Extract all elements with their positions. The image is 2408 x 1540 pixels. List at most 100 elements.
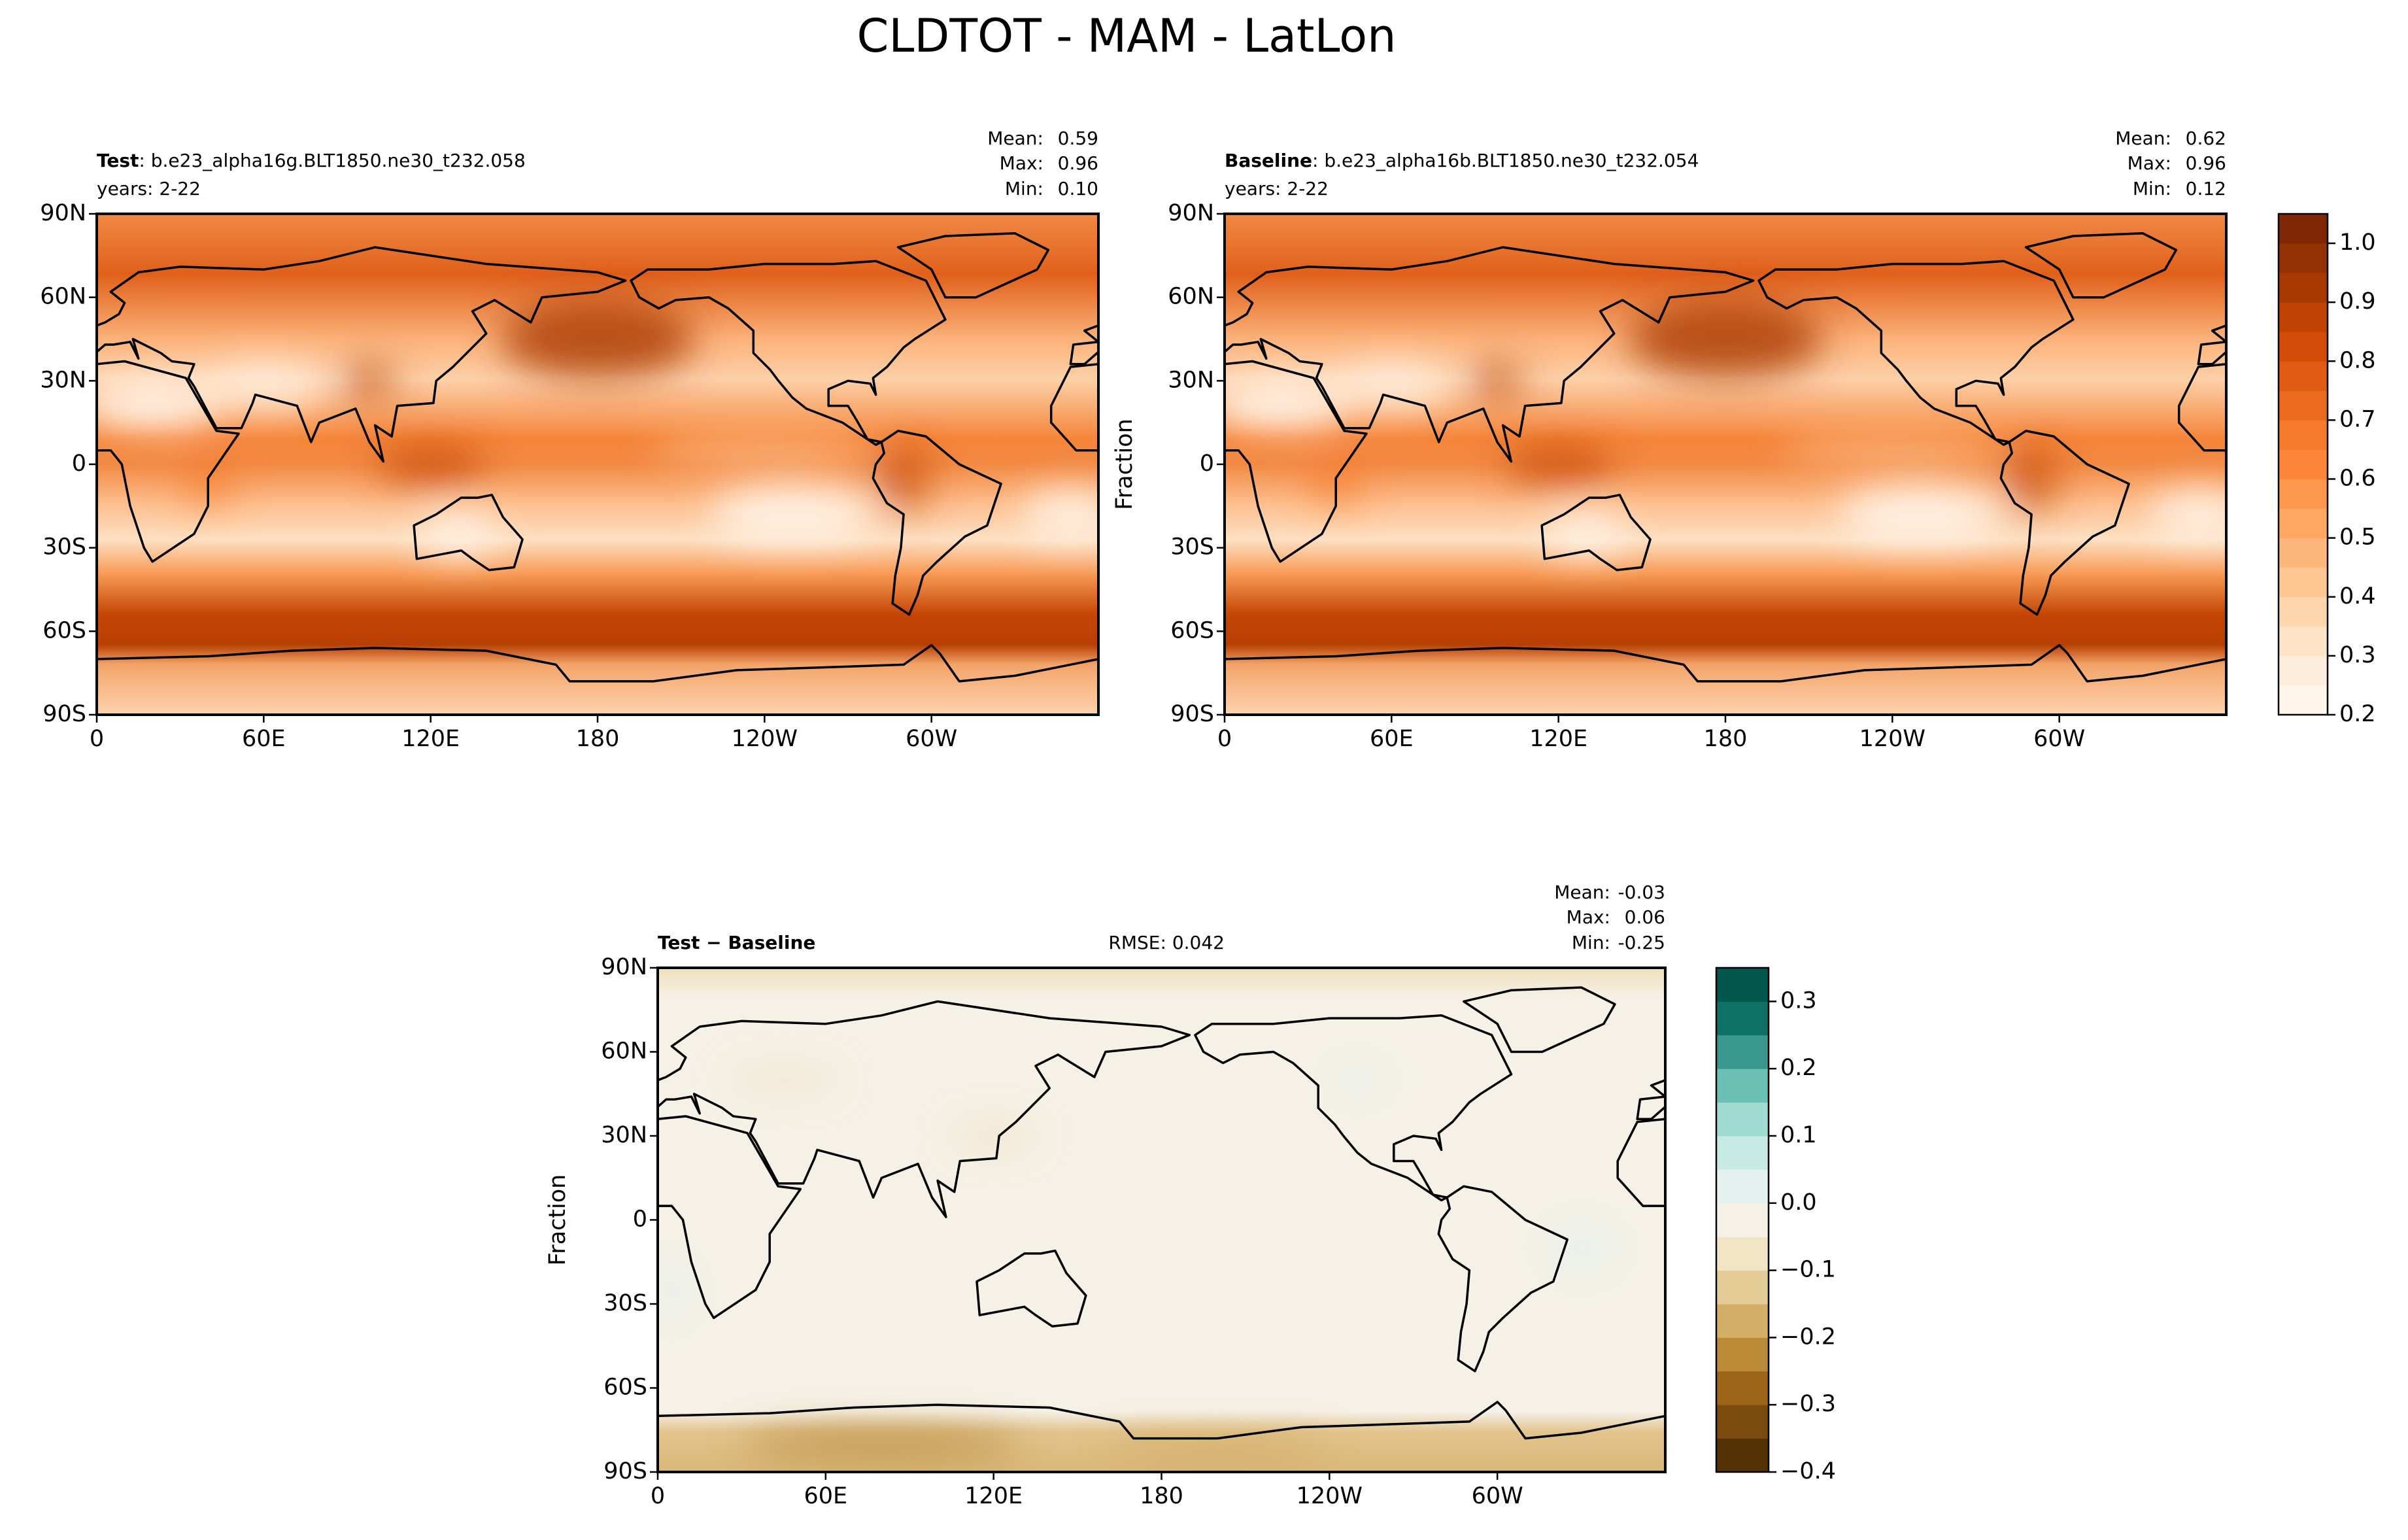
colorbar-tick-label: −0.4 (1780, 1458, 1836, 1484)
colorbar: 0.2 0.3 0.4 0.5 0.6 0.7 0.8 0.9 1.0 (2277, 213, 2376, 727)
stat-value: 0.62 (2186, 128, 2226, 149)
colorbar-bin (2279, 479, 2328, 509)
colorbar-bin (2279, 538, 2328, 568)
x-tick-label: 120W (1297, 1483, 1363, 1509)
stat-name: Min: (1572, 932, 1610, 953)
x-tick-label: 180 (1140, 1483, 1183, 1509)
colorbar-tick-label: 1.0 (2339, 230, 2376, 256)
y-tick-label: 30N (1168, 367, 1214, 393)
colorbar-bin (2279, 685, 2328, 715)
field-blob (1020, 489, 1098, 539)
x-tick-label: 0 (651, 1483, 665, 1509)
panel-subtitle: years: 2-22 (1225, 178, 1329, 199)
y-tick-label: 60S (1170, 617, 1214, 643)
stat-name: Mean: (987, 128, 1043, 149)
coastline (431, 1186, 560, 1371)
coastline (188, 1016, 504, 1201)
coastline (1999, 430, 2130, 616)
colorbar-tick-label: 0.9 (2339, 288, 2376, 315)
coastline (97, 360, 240, 563)
colorbar-bin (2279, 626, 2328, 657)
colorbar-frame (1715, 967, 1770, 1473)
y-tick-label: 90S (1170, 701, 1214, 727)
y-tick-label: 30N (601, 1122, 647, 1148)
stat-name: Min: (2133, 178, 2171, 199)
coastline (1225, 360, 1368, 563)
coastline (896, 232, 1050, 299)
field-blob (1628, 299, 1823, 379)
stat-value: 0.59 (1058, 128, 1098, 149)
field (97, 214, 1098, 715)
y-tick-label: 60S (42, 617, 86, 643)
colorbar-bin (1716, 1237, 1769, 1271)
stat-name: Mean: (2115, 128, 2171, 149)
field-background (1225, 214, 2226, 715)
coastline (658, 1115, 802, 1320)
colorbar-bin (1716, 1136, 1769, 1170)
field-blob (728, 1069, 840, 1091)
colorbar-frame (2277, 213, 2329, 716)
field-blob (653, 436, 876, 464)
coastline (658, 1000, 1191, 1218)
colorbar-bin (2279, 508, 2328, 539)
x-tick-label: 180 (1704, 726, 1748, 752)
x-tick-label: 60E (242, 726, 286, 752)
colorbar-bin (1716, 1304, 1769, 1338)
stat-name: Max: (2128, 152, 2171, 174)
colorbar-tick-label: 0.2 (1780, 1055, 1817, 1081)
field-blob (741, 1429, 1022, 1458)
field-blob (1837, 487, 2004, 543)
colorbar-bin (2279, 655, 2328, 686)
coastline (1463, 986, 1616, 1053)
coastline (1984, 1251, 2094, 1327)
stat-name: Max: (1000, 152, 1043, 174)
colorbar-bin (1716, 1405, 1769, 1439)
x-tick-label: 0 (90, 726, 104, 752)
colorbar-bin (2279, 361, 2328, 391)
field-blob (416, 511, 501, 556)
rmse: RMSE: 0.042 (1108, 932, 1225, 953)
colorbar-bin (1716, 968, 1769, 1002)
colorbar-bin (2279, 302, 2328, 332)
colorbar-tick-label: −0.1 (1780, 1257, 1836, 1283)
panel-title: Test: b.e23_alpha16g.BLT1850.ne30_t232.0… (97, 150, 526, 171)
field-blob (1781, 436, 2004, 464)
field-blob (500, 299, 695, 379)
field-blob (658, 1261, 689, 1318)
y-tick-label: 60N (1168, 284, 1214, 310)
colorbar-tick-label: 0.7 (2339, 406, 2376, 432)
colorbar-bin (1716, 1169, 1769, 1204)
field-background (658, 968, 1665, 1472)
colorbar-tick-label: −0.2 (1780, 1324, 1836, 1350)
field-blob (875, 445, 932, 512)
coastline (1437, 1185, 1569, 1373)
colorbar-tick-label: 0.0 (1780, 1189, 1817, 1216)
coastline (456, 987, 607, 1052)
field-shading (1225, 299, 2226, 556)
y-tick-label: 90N (601, 954, 647, 980)
colorbar-bin (2279, 596, 2328, 627)
coastline (1757, 260, 2075, 446)
colorbar-bin (1716, 1371, 1769, 1405)
colorbar-tick-label: −0.3 (1780, 1391, 1836, 1417)
panel-label: Baseline (1225, 150, 1312, 171)
field-blob (202, 364, 325, 409)
field-blob (1502, 445, 1614, 484)
colorbar-bin (2279, 567, 2328, 598)
y-tick-label: 30S (1170, 534, 1214, 560)
x-tick-label: 120W (732, 726, 798, 752)
y-tick-label: 60N (40, 284, 86, 310)
panel-title: Baseline: b.e23_alpha16b.BLT1850.ne30_t2… (1225, 150, 1699, 171)
colorbar-bin (2279, 214, 2328, 244)
coastline (975, 1249, 1087, 1328)
colorbar-bin (2279, 243, 2328, 273)
y-tick-label: 0 (1200, 451, 1214, 477)
stat-name: Max: (1567, 906, 1610, 928)
colorbar-bin (1716, 1035, 1769, 1069)
field-blob (2148, 489, 2226, 539)
x-tick-label: 60W (906, 726, 957, 752)
stat-value: 0.96 (1058, 152, 1098, 174)
map-panel: 0 60E 120E 180 120W 60W 90S 60S 30S 0 30N 60N 90N Tes… (40, 128, 1100, 752)
panel-label: Test − Baseline (658, 932, 815, 953)
coastline (1225, 643, 2226, 715)
